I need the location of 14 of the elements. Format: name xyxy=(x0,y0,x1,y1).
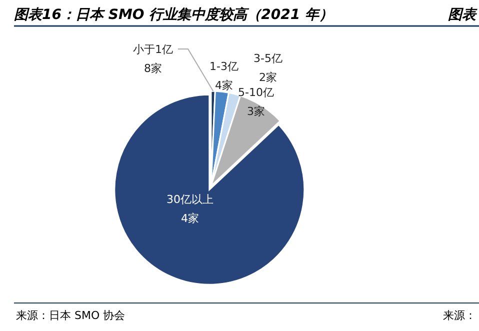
text: 3家 xyxy=(247,105,265,118)
slice-label: 5-10亿 xyxy=(238,86,274,99)
text: 2家 xyxy=(259,71,277,84)
source-note: 来源：日本 SMO 协会 xyxy=(16,309,126,322)
chart-title: 图表16：日本 SMO 行业集中度较高（2021 年） xyxy=(14,6,333,23)
text: 4家 xyxy=(181,212,199,225)
text: 图表 xyxy=(448,7,478,23)
slice-label: 30亿以上 xyxy=(166,193,214,206)
slice-label: 小于1亿 xyxy=(133,43,173,56)
text: 4家 xyxy=(215,79,233,92)
slice-label: 1-3亿 xyxy=(210,60,238,73)
slice-label: 3-5亿 xyxy=(254,52,282,65)
source-note: 来源： xyxy=(443,309,476,322)
text: 8家 xyxy=(144,62,162,75)
